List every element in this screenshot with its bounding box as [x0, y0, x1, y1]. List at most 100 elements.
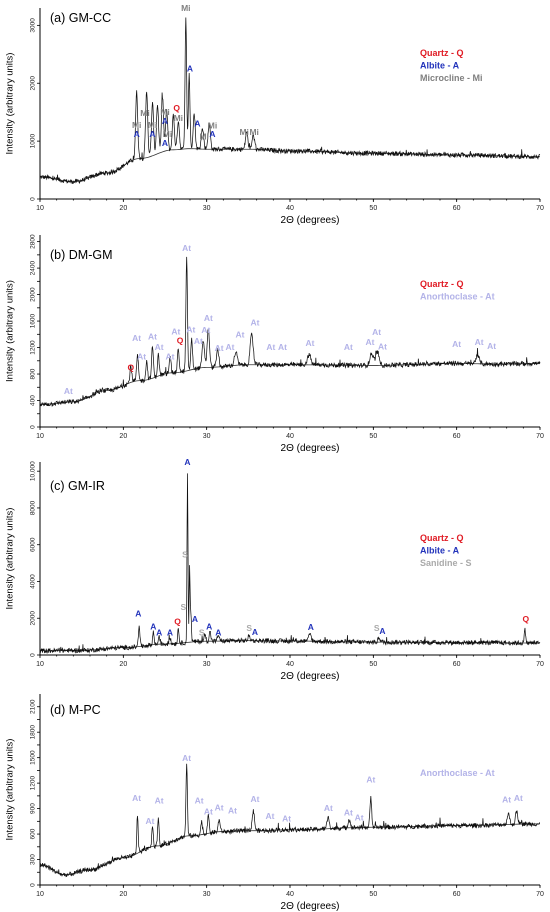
peak-label-mi: Mi: [199, 131, 208, 141]
peak-label-s: S: [374, 623, 380, 633]
peak-label-a: A: [167, 628, 173, 638]
x-tick-label: 10: [36, 891, 44, 898]
peak-label-at: At: [306, 338, 315, 348]
peak-label-at: At: [64, 386, 73, 396]
peak-label-at: At: [502, 795, 511, 805]
y-tick-label: 1600: [30, 313, 37, 328]
y-tick-label: 4000: [30, 574, 37, 589]
peak-label-at: At: [215, 802, 224, 812]
y-axis-label: Intensity (arbitrary units): [5, 508, 16, 610]
legend-entry: Anorthoclase - At: [420, 768, 495, 778]
legend-entry: Anorthoclase - At: [420, 292, 495, 302]
y-tick-label: 1200: [30, 340, 37, 355]
peak-label-a: A: [184, 457, 190, 467]
peak-label-at: At: [182, 753, 191, 763]
y-tick-label: 300: [30, 854, 37, 865]
peak-label-s: S: [180, 602, 186, 612]
peak-label-a: A: [194, 119, 200, 129]
peak-label-at: At: [215, 343, 224, 353]
peak-label-mi: Mi: [208, 120, 217, 130]
x-tick-label: 40: [286, 661, 294, 668]
peak-label-at: At: [166, 351, 175, 361]
peak-label-at: At: [251, 794, 260, 804]
peak-label-q: Q: [523, 614, 530, 624]
y-tick-label: 900: [30, 803, 37, 814]
x-tick-label: 60: [453, 661, 461, 668]
x-tick-label: 70: [536, 205, 544, 212]
peak-label-a: A: [209, 129, 215, 139]
peak-label-q: Q: [177, 336, 184, 346]
y-tick-label: 0: [30, 883, 37, 887]
peak-label-at: At: [204, 807, 213, 817]
peak-label-at: At: [372, 327, 381, 337]
peak-label-s: S: [246, 623, 252, 633]
y-tick-label: 8000: [30, 500, 37, 515]
x-tick-label: 70: [536, 891, 544, 898]
y-tick-label: 0: [30, 197, 37, 201]
y-tick-label: 0: [30, 425, 37, 429]
y-tick-label: 3000: [30, 18, 37, 33]
x-tick-label: 50: [369, 433, 377, 440]
x-tick-label: 40: [286, 205, 294, 212]
peak-label-at: At: [148, 332, 157, 342]
peak-label-mi: Mi: [148, 120, 157, 130]
peak-label-mi: Mi: [174, 113, 183, 123]
x-tick-label: 40: [286, 433, 294, 440]
x-tick-label: 30: [203, 891, 211, 898]
xrd-pattern-line: [39, 473, 541, 655]
peak-label-a: A: [252, 627, 258, 637]
peak-label-mi: Mi: [181, 3, 190, 13]
panel-title: (a) GM-CC: [50, 11, 111, 25]
panel-title: (b) DM-GM: [50, 248, 113, 262]
x-tick-label: 10: [36, 661, 44, 668]
x-tick-label: 20: [119, 433, 127, 440]
peak-label-a: A: [308, 622, 314, 632]
peak-label-a: A: [162, 116, 168, 126]
peak-label-at: At: [324, 803, 333, 813]
x-axis-label: 2Θ (degrees): [281, 901, 340, 912]
peak-label-at: At: [137, 351, 146, 361]
peak-label-s: S: [199, 628, 205, 638]
y-tick-label: 1200: [30, 776, 37, 791]
panel-d-m-pc: 10 20 30 40 50 60 70 0 300 600 900 1200 1500 1800 2100…: [5, 694, 544, 912]
peak-label-at: At: [186, 324, 195, 334]
y-axis-label: Intensity (arbitrary units): [5, 739, 16, 841]
peak-label-at: At: [195, 796, 204, 806]
peak-label-at: At: [182, 243, 191, 253]
peak-label-at: At: [355, 812, 364, 822]
peak-label-at: At: [251, 318, 260, 328]
panel-a-gm-cc: 10 20 30 40 50 60 70 0 1000 2000 3000 2Θ (degrees) I…: [5, 3, 544, 226]
y-tick-label: 1500: [30, 750, 37, 765]
peak-label-at: At: [452, 339, 461, 349]
peak-label-a: A: [206, 621, 212, 631]
x-tick-label: 10: [36, 205, 44, 212]
x-tick-label: 60: [453, 205, 461, 212]
peak-label-at: At: [344, 807, 353, 817]
x-tick-label: 50: [369, 661, 377, 668]
x-tick-label: 40: [286, 891, 294, 898]
peak-label-mi: Mi: [140, 108, 149, 118]
peak-label-a: A: [134, 129, 140, 139]
peak-label-at: At: [487, 341, 496, 351]
peak-label-at: At: [194, 336, 203, 346]
x-tick-label: 30: [203, 205, 211, 212]
peak-label-a: A: [215, 628, 221, 638]
y-tick-label: 2000: [30, 611, 37, 626]
x-axis-label: 2Θ (degrees): [281, 443, 340, 454]
peak-label-a: A: [135, 608, 141, 618]
peak-label-at: At: [266, 342, 275, 352]
panel-b-dm-gm: 10 20 30 40 50 60 70 0 400 800 1200 1600 2000 2400 280…: [5, 234, 544, 454]
peak-label-s: S: [182, 550, 188, 560]
x-tick-label: 70: [536, 661, 544, 668]
peak-label-a: A: [149, 129, 155, 139]
legend-entry: Quartz - Q: [420, 48, 464, 58]
peak-label-mi: Mi: [249, 127, 258, 137]
peak-label-mi: Mi: [160, 107, 169, 117]
y-tick-label: 400: [30, 395, 37, 406]
y-tick-label: 800: [30, 368, 37, 379]
x-axis-label: 2Θ (degrees): [281, 215, 340, 226]
peak-label-at: At: [146, 816, 155, 826]
y-tick-label: 2000: [30, 76, 37, 91]
xrd-pattern-line: [39, 763, 541, 878]
